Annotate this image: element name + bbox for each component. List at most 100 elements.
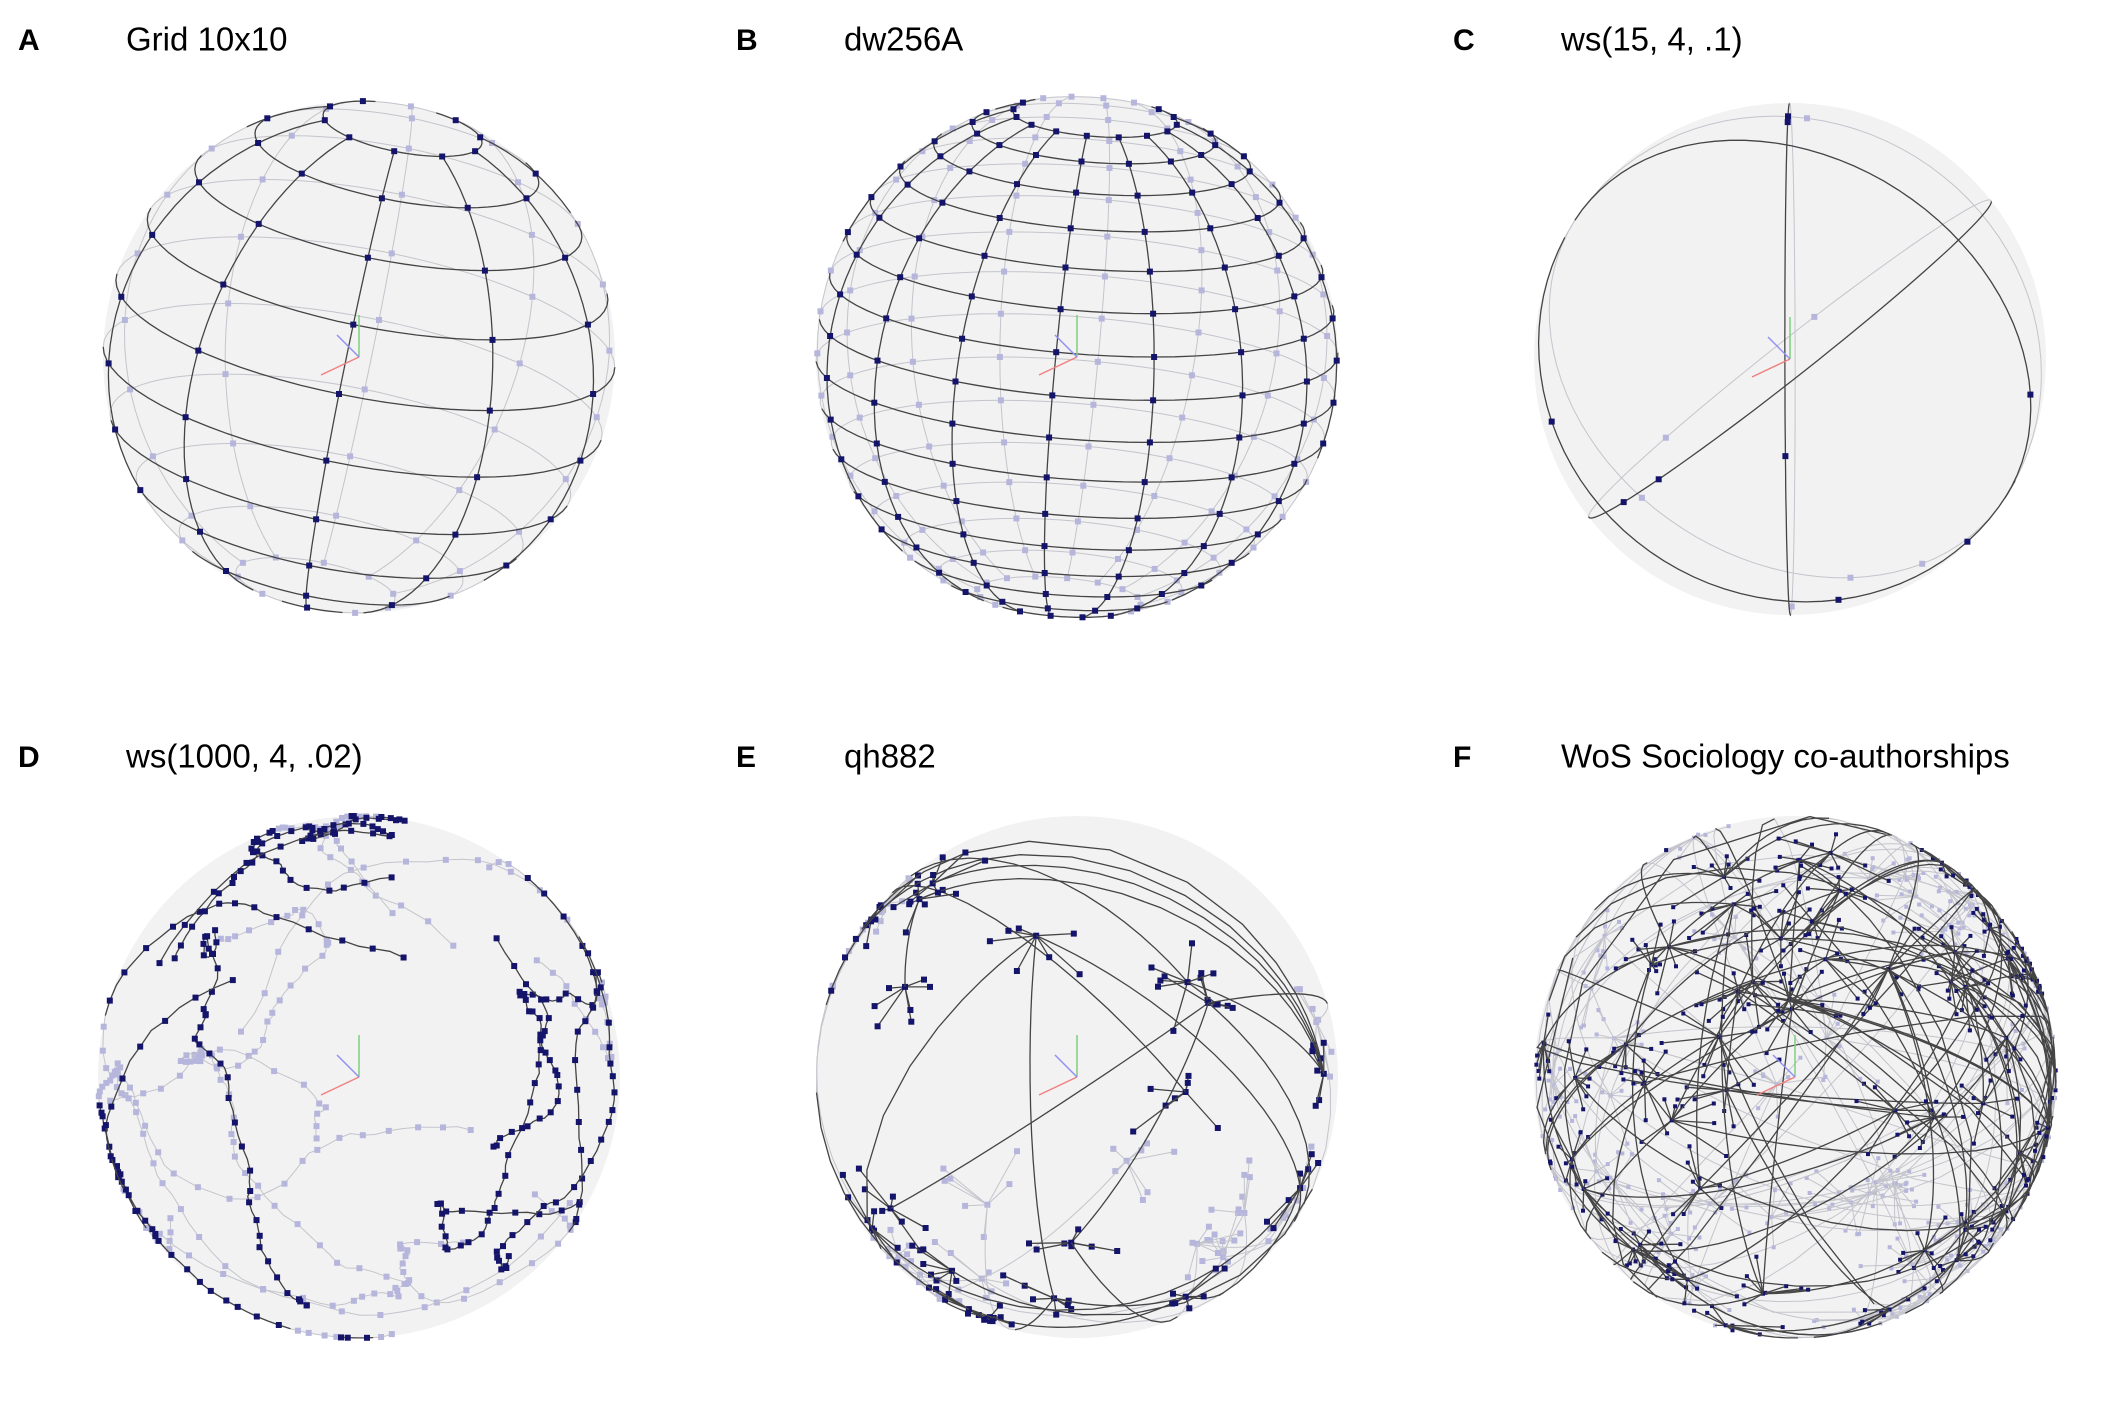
node (1906, 1297, 1911, 1302)
node (1724, 854, 1729, 859)
edge (1579, 1070, 1611, 1096)
node (1595, 948, 1600, 953)
node (566, 1200, 573, 1207)
edge (1543, 1042, 1935, 1118)
node (352, 816, 359, 823)
node (1919, 560, 1926, 567)
node (1033, 1246, 1040, 1253)
edge (1780, 891, 1800, 939)
edge (1151, 966, 1188, 983)
node (1788, 1181, 1793, 1186)
node (540, 1203, 547, 1209)
node (231, 1119, 238, 1126)
edge (1632, 1249, 1642, 1266)
edge (1752, 981, 1779, 1006)
edge (1222, 1209, 1240, 1258)
edge (1751, 1008, 1793, 1033)
node (360, 864, 367, 871)
edge (948, 1270, 953, 1295)
edge (1961, 986, 1967, 1011)
node (268, 919, 275, 926)
node (1944, 874, 1949, 879)
node (1187, 176, 1194, 183)
node (507, 868, 514, 875)
node (953, 1277, 960, 1284)
node (949, 460, 956, 467)
edge (1725, 1259, 1958, 1332)
node (2041, 1155, 2046, 1160)
node (933, 1277, 940, 1284)
edge (2007, 1174, 2025, 1208)
node (1849, 887, 1854, 892)
node (279, 824, 286, 831)
edge (1598, 1180, 1616, 1184)
node (1704, 1274, 1708, 1279)
edge (194, 154, 583, 272)
node (1620, 1151, 1625, 1156)
node (594, 969, 601, 976)
node (1753, 1069, 1758, 1074)
node (322, 1104, 329, 1111)
node (232, 900, 238, 907)
node (1144, 132, 1150, 139)
node (1662, 434, 1669, 441)
node (1990, 1015, 1994, 1020)
node (1106, 138, 1113, 144)
edge (1587, 1171, 1597, 1184)
node (1902, 1279, 1907, 1284)
node (287, 982, 294, 989)
node (1948, 899, 1953, 904)
edge (224, 100, 363, 558)
node (605, 1055, 611, 1062)
edge (1613, 1037, 2029, 1196)
node (1673, 1259, 1677, 1264)
node (897, 274, 904, 281)
node (1687, 1301, 1692, 1306)
axis-x (320, 1076, 360, 1096)
node (1074, 518, 1081, 525)
node (1548, 1117, 1553, 1122)
node (171, 955, 178, 962)
node (1940, 926, 1945, 931)
node (1696, 832, 1701, 837)
edge (1693, 1104, 2053, 1303)
node (1094, 358, 1101, 365)
edge (1647, 968, 1889, 1291)
node (1583, 1179, 1588, 1184)
node (196, 908, 203, 915)
node (321, 826, 328, 832)
node (1858, 1076, 1863, 1081)
node (543, 996, 550, 1003)
node (456, 568, 463, 574)
node (1721, 1062, 1726, 1067)
front-layer (1534, 815, 2058, 1339)
edge (1965, 879, 1991, 929)
node (195, 1053, 202, 1060)
edge (881, 528, 1250, 578)
node (1212, 142, 1219, 149)
node (1684, 1085, 1689, 1090)
node (563, 983, 570, 990)
edge (995, 101, 1024, 110)
node (96, 1102, 103, 1109)
node (1185, 1072, 1192, 1079)
node (1982, 929, 1987, 934)
node (338, 1334, 344, 1341)
node (856, 414, 863, 421)
node (2015, 1096, 2019, 1101)
node (277, 843, 284, 850)
node (231, 1153, 238, 1160)
node (1536, 1069, 1541, 1073)
node (402, 1253, 409, 1260)
node (1922, 1286, 1927, 1291)
node (546, 1057, 553, 1064)
edge (1656, 1181, 1877, 1302)
node (1798, 1055, 1803, 1060)
node (511, 963, 518, 969)
node (177, 1206, 184, 1213)
node (1884, 1183, 1888, 1188)
node (592, 1028, 599, 1035)
edge (1875, 1181, 1912, 1190)
node (438, 1223, 445, 1230)
node (585, 950, 592, 957)
